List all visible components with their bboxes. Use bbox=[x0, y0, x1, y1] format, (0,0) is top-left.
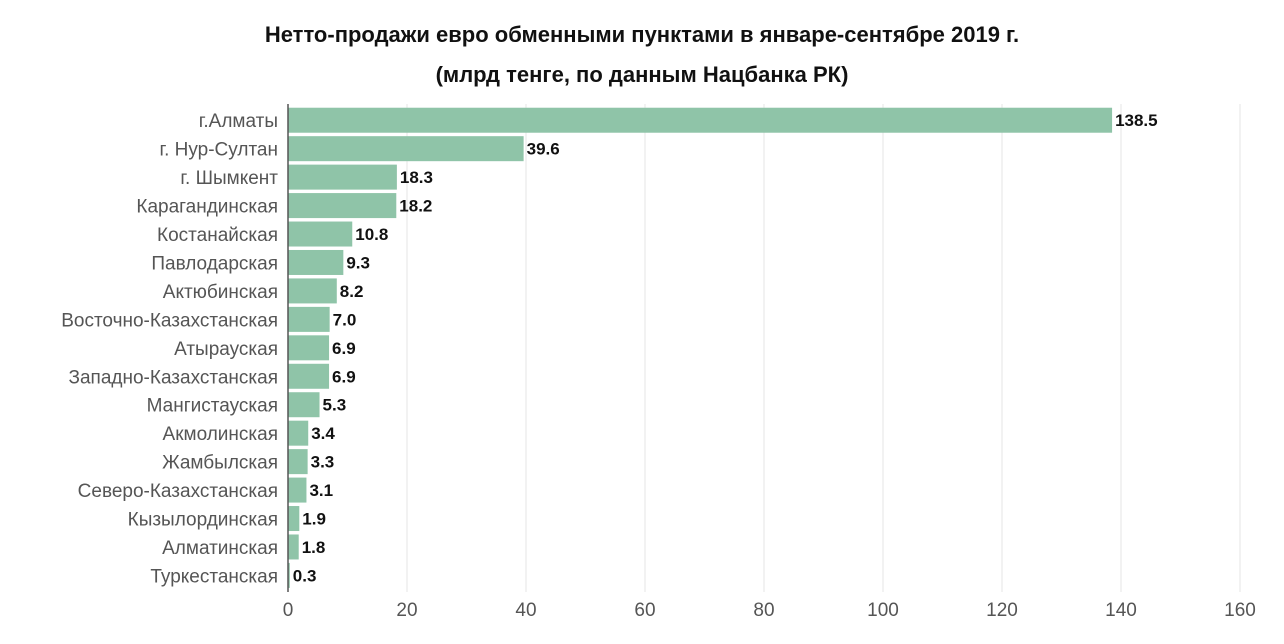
data-label: 3.3 bbox=[311, 453, 335, 472]
category-label: Кызылординская bbox=[128, 510, 278, 531]
bar bbox=[288, 534, 299, 560]
x-tick-label: 160 bbox=[1224, 600, 1256, 621]
category-label: Восточно-Казахстанская bbox=[61, 310, 278, 331]
x-tick-label: 100 bbox=[867, 600, 899, 621]
category-label: г.Алматы bbox=[199, 111, 278, 132]
category-label: Карагандинская bbox=[136, 197, 278, 218]
data-label: 10.8 bbox=[355, 225, 388, 244]
bar bbox=[288, 363, 330, 389]
category-label: Жамбылская bbox=[162, 453, 278, 474]
category-label: Атырауская bbox=[174, 339, 278, 360]
data-label: 39.6 bbox=[527, 140, 560, 159]
x-tick-label: 0 bbox=[283, 600, 294, 621]
x-tick-label: 60 bbox=[634, 600, 655, 621]
category-label: Мангистауская bbox=[147, 396, 278, 417]
bar bbox=[288, 449, 308, 475]
bar bbox=[288, 506, 300, 532]
category-label: Северо-Казахстанская bbox=[78, 481, 278, 502]
data-label: 18.3 bbox=[400, 168, 433, 187]
bars bbox=[288, 107, 1113, 588]
category-label: Актюбинская bbox=[163, 282, 278, 303]
category-label: Акмолинская bbox=[163, 424, 278, 445]
bar bbox=[288, 306, 330, 332]
bar bbox=[288, 107, 1113, 133]
data-label: 0.3 bbox=[293, 566, 317, 585]
x-tick-label: 40 bbox=[515, 600, 536, 621]
bar bbox=[288, 164, 397, 190]
bar bbox=[288, 335, 330, 361]
chart-title: Нетто-продажи евро обменными пунктами в … bbox=[264, 22, 1020, 47]
data-label: 3.1 bbox=[309, 481, 333, 500]
category-label: Западно-Казахстанская bbox=[69, 367, 279, 388]
x-tick-label: 140 bbox=[1105, 600, 1137, 621]
data-label: 5.3 bbox=[323, 396, 347, 415]
data-label: 1.8 bbox=[302, 538, 326, 557]
bar bbox=[288, 420, 309, 446]
x-tick-label: 20 bbox=[396, 600, 417, 621]
data-label: 7.0 bbox=[333, 310, 357, 329]
data-label: 18.2 bbox=[399, 197, 432, 216]
bar bbox=[288, 249, 344, 275]
bar bbox=[288, 221, 353, 247]
bar bbox=[288, 136, 524, 162]
category-label: Туркестанская bbox=[150, 566, 278, 587]
bar bbox=[288, 278, 337, 304]
data-label: 8.2 bbox=[340, 282, 364, 301]
category-label: г. Шымкент bbox=[180, 168, 278, 189]
x-tick-label: 80 bbox=[753, 600, 774, 621]
x-tick-label: 120 bbox=[986, 600, 1018, 621]
grid-lines bbox=[406, 104, 1241, 592]
data-label: 6.9 bbox=[332, 367, 356, 386]
bar bbox=[288, 477, 307, 503]
labels: 0 20 40 60 80 100 120 140 160 г.Алматы 138.5 г. Нур… bbox=[61, 111, 1256, 621]
bar bbox=[288, 392, 320, 418]
data-label: 138.5 bbox=[1115, 111, 1158, 130]
category-label: Алматинская bbox=[162, 538, 278, 559]
bar bbox=[288, 562, 290, 588]
data-label: 1.9 bbox=[302, 510, 326, 529]
data-label: 6.9 bbox=[332, 339, 356, 358]
data-label: 3.4 bbox=[311, 424, 335, 443]
chart-subtitle: (млрд тенге, по данным Нацбанка РК) bbox=[435, 62, 849, 87]
category-label: г. Нур-Султан bbox=[159, 140, 278, 161]
bar bbox=[288, 193, 397, 219]
data-label: 9.3 bbox=[346, 253, 370, 272]
category-label: Костанайская bbox=[157, 225, 278, 246]
category-label: Павлодарская bbox=[151, 253, 278, 274]
